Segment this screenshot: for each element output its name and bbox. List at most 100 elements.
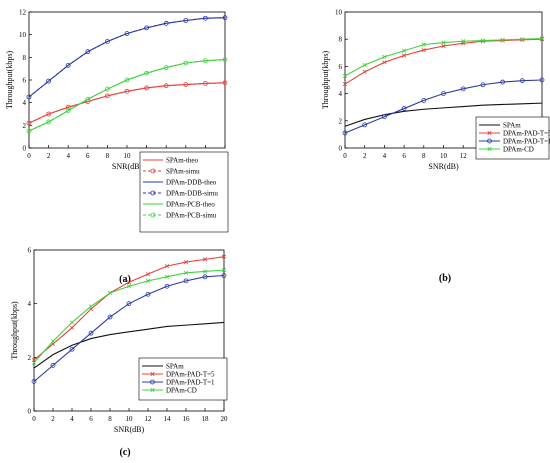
series-line [28,17,226,98]
data-point [202,269,208,274]
panel-label: (c) [119,447,130,458]
data-point [202,15,208,21]
data-point [342,81,348,87]
x-tick-label: 4 [70,415,74,423]
series-spam-simu [26,80,228,126]
data-point [124,77,130,83]
x-tick-label: 2 [363,152,367,160]
series-line [33,274,225,382]
legend-entry: SPAm-theo [166,157,199,165]
data-point [88,304,94,309]
data-point [202,274,208,280]
data-point [105,93,110,99]
series-line [344,102,543,127]
legend-entry: DPAm-PAD-T=1 [166,379,215,387]
legend-entry: SPAm [166,363,184,371]
legend-marker [487,130,492,136]
data-point [460,86,466,92]
x-tick-label: 12 [460,152,468,160]
series-spam [344,102,543,127]
data-point [164,264,170,269]
data-point [65,62,71,68]
data-point [46,119,51,125]
y-axis-label: Throughput(kbps) [321,51,330,110]
data-point [221,254,227,259]
data-point [144,85,150,91]
series-spam [33,321,225,369]
data-point [69,346,75,352]
data-point [31,379,37,384]
data-point [26,128,32,134]
x-tick-label: 8 [106,152,110,160]
legend-marker [150,371,155,377]
data-point [402,48,407,53]
data-point [520,37,525,42]
y-tick-label: 10 [335,9,343,17]
series-spam-theo [28,82,226,124]
data-point [362,69,367,74]
x-tick-label: 10 [126,415,134,423]
legend-entry: DPAm-PCB-theo [166,201,215,209]
data-point [202,58,208,64]
data-point [221,268,227,273]
legend-marker [150,379,155,385]
data-point [183,259,189,265]
panel-label: (b) [439,273,451,284]
y-tick-label: 0 [23,145,27,153]
data-point [26,94,32,100]
legend-marker [487,138,492,144]
x-tick-label: 10 [124,152,132,160]
data-point [124,88,130,94]
data-point [126,301,132,307]
x-axis-label: SNR(dB) [428,162,459,171]
panel-a: 02468101214161820024681012SNR(dB)Through… [5,9,229,286]
data-point [421,47,426,53]
series-dpam-pad-t-1 [31,273,227,384]
x-tick-label: 2 [51,415,55,423]
data-point [50,362,56,368]
legend-marker [487,146,492,152]
x-tick-label: 14 [164,415,172,423]
x-tick-label: 0 [32,415,36,423]
data-point [222,80,228,86]
data-point [183,82,189,87]
data-point [145,278,151,283]
y-tick-label: 8 [23,54,27,62]
y-tick-label: 0 [339,145,343,153]
data-point [500,37,505,42]
series-line [28,59,226,132]
x-tick-label: 6 [89,415,93,423]
data-point [105,86,110,92]
series-line [344,79,543,134]
legend-box [138,357,228,401]
data-point [421,42,426,47]
x-axis-label: SNR(dB) [114,425,145,434]
x-tick-label: 10 [440,152,448,160]
y-axis-label: Throughput(kbps) [5,51,14,110]
x-tick-label: 0 [27,152,31,160]
y-tick-label: 0 [28,408,32,416]
y-axis-label: Throughput(kbps) [10,301,19,360]
series-dpam-pad-t-1 [342,77,545,136]
data-point [163,83,169,89]
series-dpam-ddb-theo [28,17,226,98]
data-point [421,98,427,103]
data-point [85,49,91,55]
data-point [382,54,387,59]
data-point [126,284,132,289]
panel-label: (a) [119,274,131,285]
data-point [46,78,51,84]
y-tick-label: 4 [28,300,32,308]
x-axis-label: SNR(dB) [112,162,143,171]
data-point [46,111,51,117]
y-tick-label: 12 [19,9,27,17]
data-point [342,73,348,79]
x-tick-label: 0 [343,152,347,160]
data-point [145,272,151,277]
y-tick-label: 2 [339,117,343,125]
data-point [480,82,486,88]
legend-entry: DPAm-PCB-simu [166,212,217,220]
y-tick-label: 8 [339,36,343,44]
legend-entry: DPAm-DDB-simu [166,190,218,198]
